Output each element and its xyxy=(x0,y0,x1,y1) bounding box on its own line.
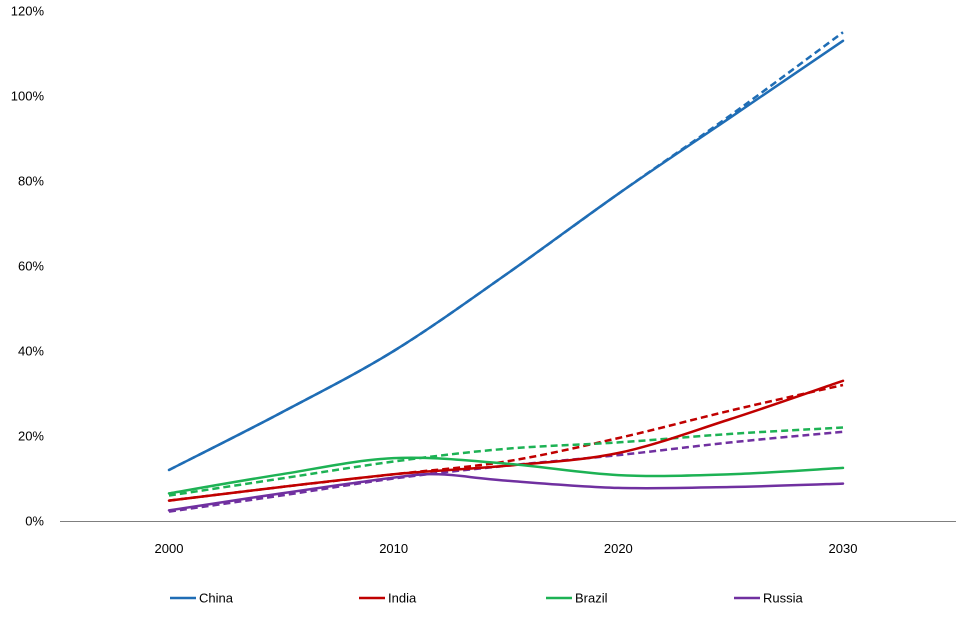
series-lines xyxy=(167,31,845,513)
legend-item-russia: Russia xyxy=(734,591,804,606)
x-tick-label: 2010 xyxy=(379,541,408,556)
series-line-russia xyxy=(167,472,845,512)
legend-item-china: China xyxy=(170,591,234,606)
y-tick-label: 80% xyxy=(18,174,44,189)
x-tick-label: 2020 xyxy=(604,541,633,556)
series-line-china-dashed xyxy=(168,31,844,472)
y-tick-label: 60% xyxy=(18,259,44,274)
series-line-india-dashed xyxy=(168,383,844,502)
legend-item-brazil: Brazil xyxy=(546,591,608,606)
series-line-india xyxy=(167,379,845,502)
x-axis-ticks: 2000 2010 2020 2030 xyxy=(155,541,858,556)
y-tick-label: 0% xyxy=(25,514,44,529)
x-tick-label: 2030 xyxy=(829,541,858,556)
series-line-china xyxy=(167,39,845,472)
y-axis-ticks: 0% 20% 40% 60% 80% 100% 120% xyxy=(11,4,45,529)
y-tick-label: 120% xyxy=(11,4,45,19)
legend: China India Brazil Russia xyxy=(170,591,804,606)
series-line-brazil-dashed xyxy=(168,426,844,497)
y-tick-label: 40% xyxy=(18,344,44,359)
legend-item-india: India xyxy=(359,591,417,606)
y-tick-label: 20% xyxy=(18,429,44,444)
legend-label: India xyxy=(388,591,417,606)
legend-label: Russia xyxy=(763,591,804,606)
y-tick-label: 100% xyxy=(11,89,45,104)
series-line-russia-dashed xyxy=(168,430,844,513)
legend-label: Brazil xyxy=(575,591,608,606)
series-line-brazil xyxy=(167,456,845,495)
x-tick-label: 2000 xyxy=(155,541,184,556)
legend-label: China xyxy=(199,591,234,606)
